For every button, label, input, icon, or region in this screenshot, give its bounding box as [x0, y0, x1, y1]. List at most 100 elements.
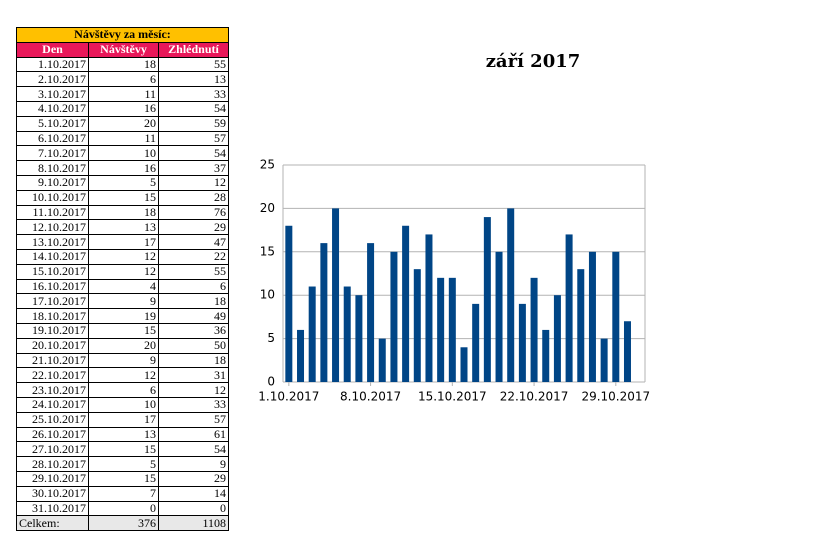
table-cell: 6	[88, 382, 159, 398]
table-cell: 29.10.2017	[16, 470, 89, 487]
table-cell: 20	[88, 337, 159, 354]
bar	[402, 225, 410, 382]
column-header: Zhlédnutí	[158, 41, 229, 58]
table-cell: 0	[158, 500, 229, 517]
table-cell: 6	[88, 71, 159, 88]
table-cell: 20	[88, 115, 159, 132]
table-cell: 25.10.2017	[16, 411, 89, 428]
table-cell: 59	[158, 115, 229, 132]
bar	[355, 295, 363, 382]
table-cell: 11.10.2017	[16, 204, 89, 221]
table-cell: 12	[158, 382, 229, 398]
bar	[472, 303, 480, 382]
table-row: 11.10.2017 18 76	[16, 204, 229, 221]
bar	[285, 225, 293, 382]
table-cell: 20.10.2017	[16, 337, 89, 354]
table-cell: 8.10.2017	[16, 160, 89, 176]
table-cell: 15.10.2017	[16, 263, 89, 280]
table-row: 2.10.2017 6 13	[16, 71, 229, 88]
bar	[367, 243, 375, 382]
bar	[448, 277, 456, 382]
table-cell: 12.10.2017	[16, 219, 89, 236]
table-cell: 22	[158, 248, 229, 265]
table-row: 17.10.2017 9 18	[16, 293, 229, 310]
bar	[542, 329, 550, 382]
bar	[588, 251, 596, 382]
bar	[483, 217, 491, 382]
x-tick-label: 22.10.2017	[500, 390, 569, 404]
table-cell: 16	[88, 160, 159, 176]
table-cell: 22.10.2017	[16, 367, 89, 384]
table-cell: 57	[158, 130, 229, 147]
table-row: 1.10.2017 18 55	[16, 56, 229, 73]
bar	[413, 269, 421, 382]
table-cell: 17	[88, 234, 159, 250]
table-cell: 15	[88, 470, 159, 487]
table-cell: 28	[158, 189, 229, 206]
bar	[565, 234, 573, 382]
x-tick-label: 29.10.2017	[581, 390, 650, 404]
table-row: 25.10.2017 17 57	[16, 411, 229, 428]
table-cell: 12	[88, 263, 159, 280]
table-row: 7.10.2017 10 54	[16, 145, 229, 162]
table-row: 19.10.2017 15 36	[16, 322, 229, 339]
table-cell: 13.10.2017	[16, 234, 89, 250]
table-cell: 6	[158, 278, 229, 295]
bar	[320, 243, 328, 382]
table-row: 10.10.2017 15 28	[16, 189, 229, 206]
table-row: 22.10.2017 12 31	[16, 367, 229, 384]
table-cell: 17.10.2017	[16, 293, 89, 310]
table-cell: 50	[158, 337, 229, 354]
column-header: Den	[16, 41, 89, 58]
x-tick-label: 1.10.2017	[258, 390, 319, 404]
table-cell: Celkem:	[16, 515, 89, 532]
table-cell: 47	[158, 234, 229, 250]
table-cell: 14	[158, 485, 229, 502]
table-cell: 27.10.2017	[16, 441, 89, 458]
table-cell: 31	[158, 367, 229, 384]
table-cell: 17	[88, 411, 159, 428]
table-row: 16.10.2017 4 6	[16, 278, 229, 295]
table-title: Návštěvy za měsíc:	[16, 27, 229, 43]
table-row: 15.10.2017 12 55	[16, 263, 229, 280]
table-cell: 30.10.2017	[16, 485, 89, 502]
table-row: 8.10.2017 16 37	[16, 160, 229, 176]
table-cell: 5	[88, 174, 159, 191]
table-cell: 23.10.2017	[16, 382, 89, 398]
table-cell: 1.10.2017	[16, 56, 89, 73]
table-cell: 9	[88, 352, 159, 369]
table-cell: 4	[88, 278, 159, 295]
table-row: 12.10.2017 13 29	[16, 219, 229, 236]
table-cell: 49	[158, 308, 229, 324]
table-cell: 9.10.2017	[16, 174, 89, 191]
bar	[460, 347, 468, 382]
y-tick-label: 25	[260, 158, 275, 172]
bar	[425, 234, 433, 382]
table-row: 31.10.2017 0 0	[16, 500, 229, 517]
bar	[530, 277, 538, 382]
table-row: 24.10.2017 10 33	[16, 396, 229, 413]
table-cell: 33	[158, 86, 229, 102]
table-cell: 15	[88, 189, 159, 206]
bar	[390, 251, 398, 382]
table-cell: 10.10.2017	[16, 189, 89, 206]
data-table: Návštěvy za měsíc: Den Návštěvy Zhlédnutí …	[16, 27, 229, 532]
table-cell: 37	[158, 160, 229, 176]
table-cell: 376	[88, 515, 159, 532]
table-row: 21.10.2017 9 18	[16, 352, 229, 369]
table-cell: 29	[158, 219, 229, 236]
x-tick-label: 15.10.2017	[418, 390, 487, 404]
table-cell: 18	[158, 293, 229, 310]
table-cell: 11	[88, 130, 159, 147]
table-cell: 3.10.2017	[16, 86, 89, 102]
table-cell: 4.10.2017	[16, 100, 89, 117]
table-cell: 13	[158, 71, 229, 88]
y-tick-label: 0	[267, 375, 275, 389]
table-cell: 18.10.2017	[16, 308, 89, 324]
bar	[343, 286, 351, 382]
table-row: 26.10.2017 13 61	[16, 426, 229, 443]
bar	[518, 303, 526, 382]
table-cell: 12	[158, 174, 229, 191]
bar	[308, 286, 316, 382]
y-tick-label: 15	[260, 244, 275, 258]
